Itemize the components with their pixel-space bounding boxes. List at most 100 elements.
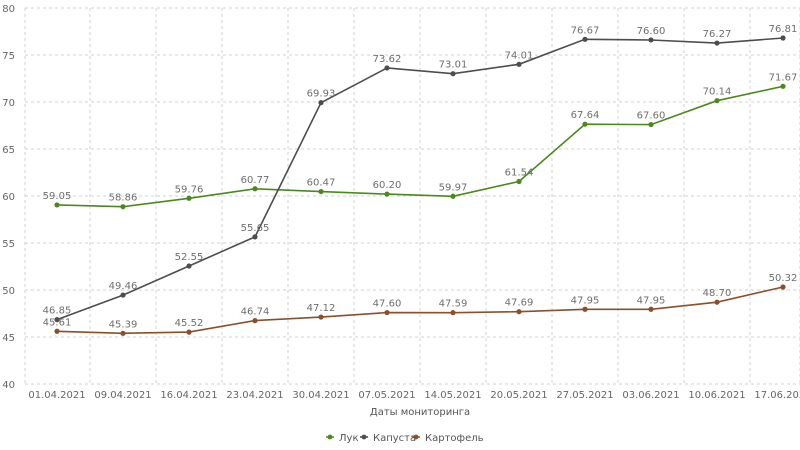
series-line (56, 286, 784, 335)
legend-marker (413, 434, 419, 440)
data-point (780, 284, 786, 290)
data-label: 71.67 (769, 72, 798, 83)
data-point (384, 191, 390, 197)
y-tick-label: 80 (2, 4, 15, 15)
data-point (54, 202, 60, 208)
data-label: 52.55 (175, 252, 204, 263)
data-point (450, 193, 456, 199)
data-point (516, 178, 522, 185)
data-point (714, 299, 720, 305)
x-axis-title: Даты мониторинга (370, 407, 470, 418)
data-point (120, 292, 126, 298)
data-label: 67.60 (637, 111, 666, 122)
data-point (120, 204, 126, 210)
data-label: 47.95 (637, 295, 666, 306)
data-label: 60.47 (307, 178, 336, 189)
x-tick-label: 09.04.2021 (94, 390, 151, 401)
data-point (582, 121, 588, 127)
data-point (252, 234, 258, 240)
data-label: 47.95 (571, 295, 600, 306)
data-label: 76.81 (769, 24, 798, 35)
data-label: 47.59 (439, 299, 468, 310)
legend-label: Капуста (373, 433, 416, 444)
data-point (318, 100, 324, 106)
data-point (186, 263, 192, 269)
data-label: 48.70 (703, 288, 732, 299)
data-label: 61.54 (505, 168, 534, 179)
legend: Лук Капуста Картофель (326, 433, 484, 444)
x-tick-label: 30.04.2021 (292, 390, 349, 401)
data-point (252, 186, 258, 192)
data-label: 58.86 (109, 193, 138, 204)
data-label: 49.46 (109, 281, 138, 292)
data-label: 60.20 (373, 180, 402, 191)
data-label: 59.76 (175, 184, 204, 195)
data-label: 73.01 (439, 60, 468, 71)
data-point (780, 83, 786, 89)
data-label: 45.39 (109, 319, 138, 330)
data-point (450, 310, 456, 316)
y-tick-label: 55 (2, 239, 15, 250)
data-point (318, 188, 324, 195)
x-tick-label: 17.06.2021 (754, 390, 800, 401)
data-point (582, 306, 588, 312)
y-tick-label: 40 (2, 380, 15, 391)
data-label: 59.97 (439, 182, 468, 193)
data-label: 73.62 (373, 54, 402, 65)
data-point (384, 65, 390, 71)
data-label: 70.14 (703, 87, 732, 98)
data-point (648, 37, 654, 43)
data-point (186, 329, 192, 335)
legend-label: Картофель (425, 433, 484, 444)
axes: 40 45 50 55 60 65 70 75 80 01.04.2021 09.04.2021 16… (2, 4, 800, 401)
data-label: 46.85 (43, 306, 72, 317)
series-lines (54, 35, 786, 336)
y-tick-label: 75 (2, 51, 15, 62)
data-label: 67.64 (571, 110, 600, 121)
data-label: 47.12 (307, 303, 336, 314)
data-point (318, 314, 324, 320)
y-tick-label: 65 (2, 145, 15, 156)
x-tick-label: 10.06.2021 (688, 390, 745, 401)
data-point (648, 121, 654, 128)
data-label: 76.60 (637, 26, 666, 37)
data-label: 74.01 (505, 50, 534, 61)
grid (24, 7, 800, 385)
data-label: 50.32 (769, 273, 798, 284)
legend-marker (327, 434, 333, 440)
y-tick-label: 60 (2, 192, 15, 203)
data-label: 69.93 (307, 89, 336, 100)
data-label: 76.27 (703, 29, 732, 40)
series-line (56, 85, 784, 208)
data-point (714, 98, 720, 104)
data-point (384, 309, 390, 316)
y-tick-label: 50 (2, 286, 15, 297)
x-tick-label: 07.05.2021 (358, 390, 415, 401)
data-label: 55.65 (241, 223, 270, 234)
data-label: 45.61 (43, 317, 72, 328)
data-point (516, 61, 522, 67)
data-label: 45.52 (175, 318, 204, 329)
data-label: 60.77 (241, 175, 270, 186)
data-point (582, 36, 588, 42)
data-point (54, 328, 60, 334)
data-point (648, 306, 654, 312)
data-label: 47.69 (505, 298, 534, 309)
x-tick-label: 16.04.2021 (160, 390, 217, 401)
x-tick-label: 23.04.2021 (226, 390, 283, 401)
data-label: 47.60 (373, 299, 402, 310)
x-tick-label: 03.06.2021 (622, 390, 679, 401)
data-point (450, 71, 456, 77)
x-tick-label: 14.05.2021 (424, 390, 481, 401)
data-point (780, 35, 786, 41)
data-point (120, 330, 126, 336)
data-label: 46.74 (241, 307, 270, 318)
data-labels: 59.05 58.86 59.76 60.77 60.47 60.20 59.97 61.54… (43, 24, 798, 330)
x-tick-label: 01.04.2021 (28, 390, 85, 401)
legend-marker (361, 434, 367, 440)
data-point (186, 195, 192, 201)
data-point (714, 40, 720, 46)
y-tick-label: 70 (2, 98, 15, 109)
x-tick-label: 20.05.2021 (490, 390, 547, 401)
